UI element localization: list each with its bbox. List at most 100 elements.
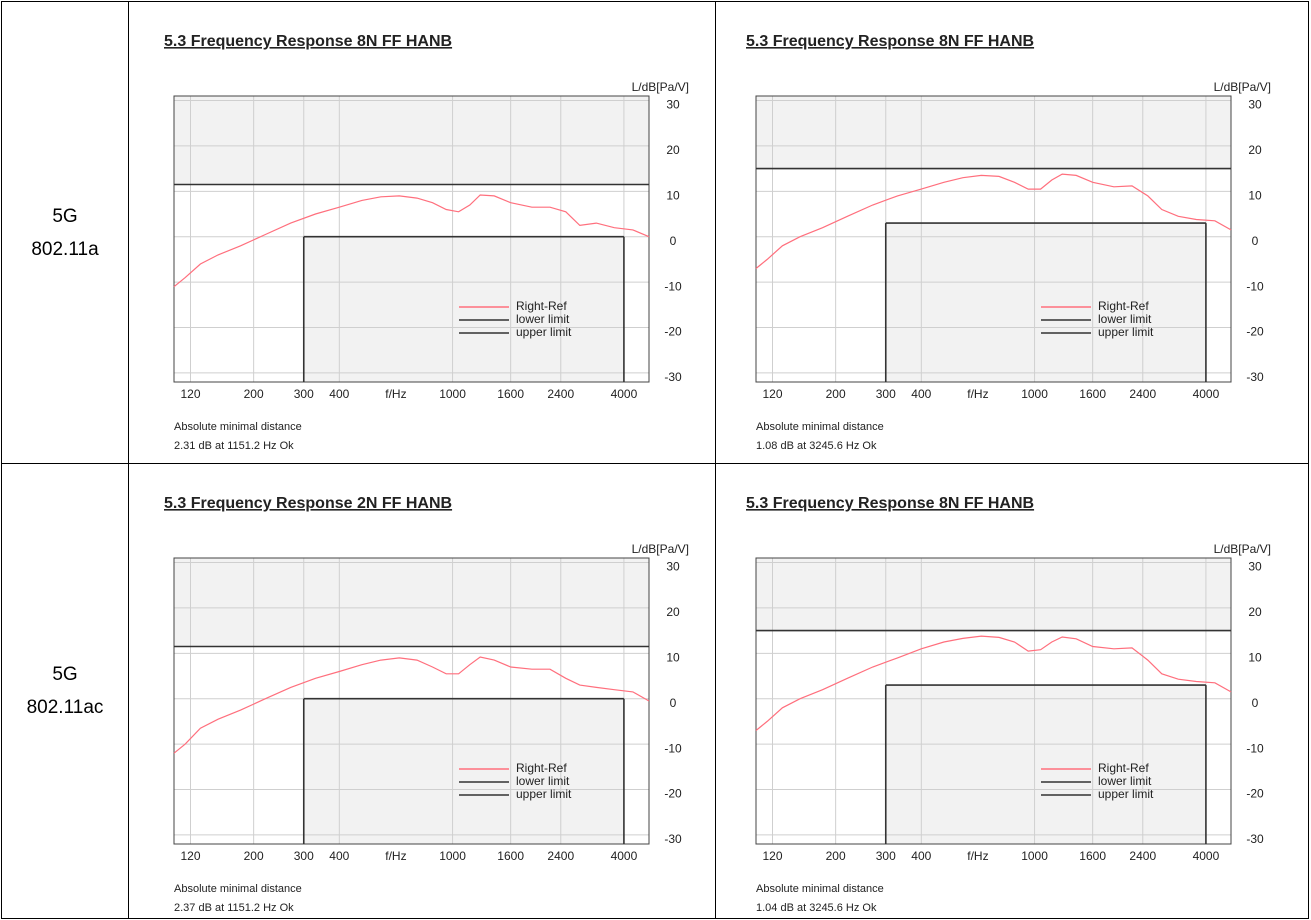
x-tick-label: 4000 [611,849,638,863]
chart-cell: 5.3 Frequency Response 8N FF HANB 120 200 3… [128,1,716,464]
lower-region [885,685,1206,844]
legend-label: Right-Ref [1098,761,1149,775]
legend-label: lower limit [1098,774,1152,788]
row-label: 5G [52,664,78,685]
x-tick-label: 300 [876,849,896,863]
y-tick-label: -30 [664,370,682,384]
y-axis-label: L/dB[Pa/V] [632,80,689,94]
x-tick-label: 400 [329,849,349,863]
chart-cell: 5.3 Frequency Response 8N FF HANB 120 200 3… [715,1,1309,464]
x-tick-label: 300 [294,387,314,401]
y-tick-label: -20 [664,787,682,801]
plot-frame [173,95,650,383]
x-tick-label: 2400 [1129,849,1156,863]
x-axis-label: f/Hz [385,387,406,401]
y-tick-label: 20 [1248,605,1262,619]
x-tick-label: 120 [762,387,782,401]
chart: 5.3 Frequency Response 8N FF HANB 120 20 0 3… [746,495,1271,914]
chart-title: 5.3 Frequency Response 8N FF HANB [746,33,1034,50]
y-tick-label: 30 [666,560,680,574]
y-axis-label: L/dB[Pa/V] [1214,542,1271,556]
y-tick-label: -20 [664,325,682,339]
x-axis-label: f/Hz [967,387,988,401]
x-tick-label: 1600 [497,849,524,863]
x-tick-label: 120 [762,849,782,863]
y-tick-label: 0 [1252,234,1259,248]
x-tick-label: 1000 [1021,849,1048,863]
x-tick-label: 2400 [1129,387,1156,401]
x-axis-label: f/Hz [967,849,988,863]
x-tick-label: 400 [911,387,931,401]
legend-label: upper limit [516,787,572,801]
y-tick-label: 0 [670,696,677,710]
note: 2.31 dB at 1151.2 Hz Ok [174,440,294,452]
y-tick-label: 20 [666,143,680,157]
y-tick-label: -10 [1246,279,1264,293]
y-tick-label: 10 [1248,189,1262,203]
note: Absolute minimal distance [756,421,884,433]
plot-frame [755,95,1232,383]
legend-label: upper limit [516,325,572,339]
series-line [173,194,650,288]
legend-label: lower limit [516,774,570,788]
x-tick-label: 300 [294,849,314,863]
note: 1.04 dB at 3245.6 Hz Ok [756,902,877,914]
x-tick-label: 1600 [497,387,524,401]
x-tick-label: 1000 [439,387,466,401]
x-tick-label: 200 [826,387,846,401]
row-label-cell: 5G 802.11ac [1,463,129,919]
chart-title: 5.3 Frequency Response 8N FF HANB [164,33,452,50]
y-tick-label: 20 [666,605,680,619]
legend-label: upper limit [1098,325,1154,339]
y-tick-label: 30 [1248,560,1262,574]
x-tick-label: 200 [244,387,264,401]
x-tick-label: 1000 [439,849,466,863]
note: Absolute minimal distance [174,883,302,895]
y-tick-label: 20 [1248,143,1262,157]
x-tick-label: 4000 [1193,387,1220,401]
series-line [755,173,1232,269]
y-tick-label: 10 [666,189,680,203]
note: 2.37 dB at 1151.2 Hz Ok [174,902,294,914]
plot-frame [755,557,1232,845]
y-tick-label: -30 [1246,832,1264,846]
legend-label: lower limit [516,312,570,326]
y-tick-label: -20 [1246,787,1264,801]
note: Absolute minimal distance [174,421,302,433]
x-tick-label: 1600 [1079,387,1106,401]
row-label: 802.11a [31,238,99,260]
y-tick-label: 0 [1252,696,1259,710]
y-tick-label: -10 [664,741,682,755]
x-tick-label: 2400 [547,387,574,401]
legend-label: Right-Ref [516,761,567,775]
x-axis-label: f/Hz [385,849,406,863]
upper-region [756,96,1231,169]
legend-label: upper limit [1098,787,1154,801]
x-tick-label: 400 [911,849,931,863]
x-tick-label: 4000 [1193,849,1220,863]
x-tick-label: 1600 [1079,849,1106,863]
x-tick-label: 4000 [611,387,638,401]
legend-label: Right-Ref [1098,299,1149,313]
y-tick-label: -10 [664,279,682,293]
legend-label: Right-Ref [516,299,567,313]
x-tick-label: 400 [329,387,349,401]
note: Absolute minimal distance [756,883,884,895]
x-tick-label: 120 [180,849,200,863]
lower-region [303,236,624,382]
upper-region [756,558,1231,631]
x-tick-label: 120 [180,387,200,401]
row-label: 802.11ac [26,697,104,718]
x-tick-label: 2400 [547,849,574,863]
y-tick-label: -30 [664,832,682,846]
note: 1.08 dB at 3245.6 Hz Ok [756,440,877,452]
y-tick-label: 0 [670,234,677,248]
y-tick-label: 30 [666,98,680,112]
row-label-cell: 5G 802.11a [1,1,129,464]
chart-title: 5.3 Frequency Response 8N FF HANB [746,495,1034,512]
y-tick-label: -10 [1246,741,1264,755]
x-tick-label: 300 [876,387,896,401]
